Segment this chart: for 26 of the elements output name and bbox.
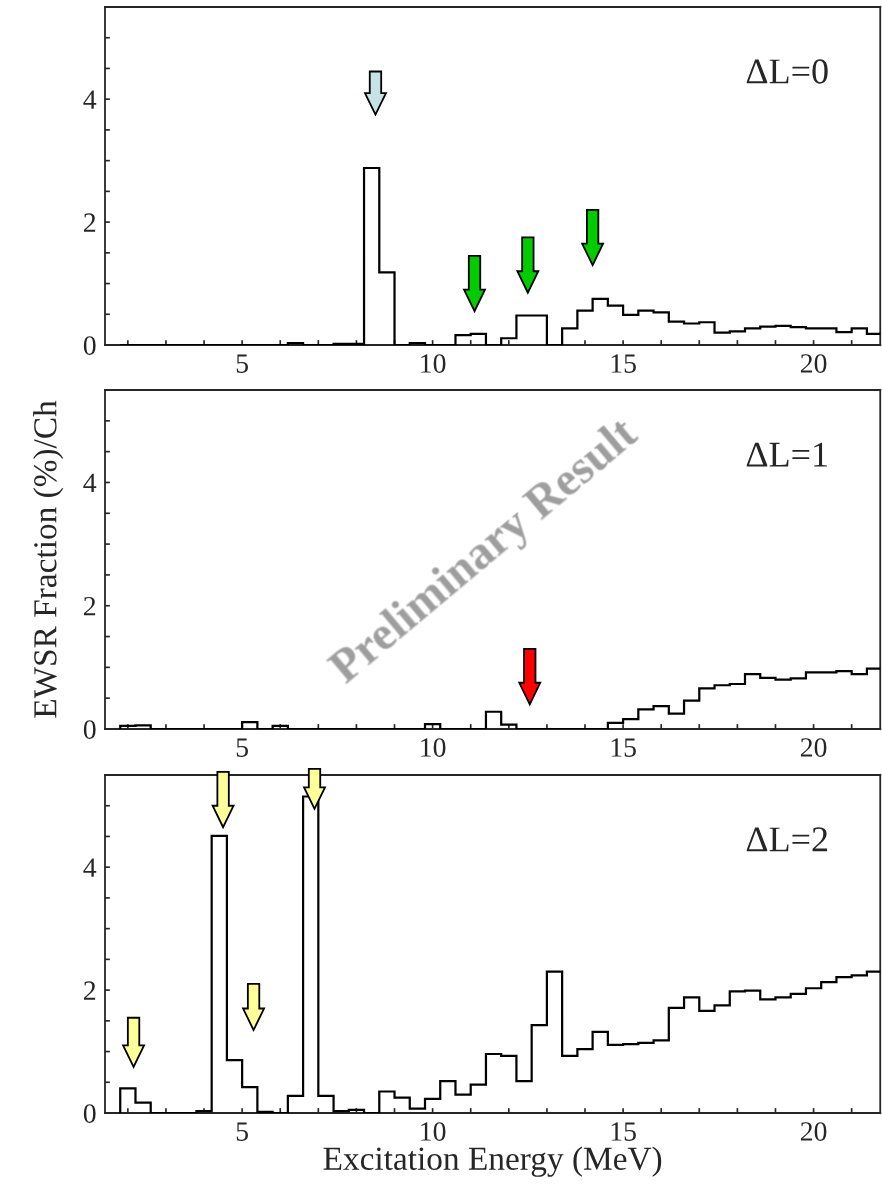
y-tick-label: 0 xyxy=(83,336,96,355)
annotation: ΔL=0 xyxy=(746,59,828,84)
x-axis-title: Excitation Energy (MeV) xyxy=(323,1146,662,1177)
x-tick-label: 5 xyxy=(236,354,248,373)
y-tick-label: 2 xyxy=(84,981,96,1000)
x-tick-label: 5 xyxy=(236,1122,248,1141)
y-tick-label: 4 xyxy=(83,473,97,493)
x-tick-label: 10 xyxy=(421,354,446,373)
y-tick-label: 4 xyxy=(83,90,97,109)
y-tick-label: 0 xyxy=(83,720,96,739)
annotation: ΔL=1 xyxy=(746,442,827,467)
x-tick-label: 10 xyxy=(421,1122,446,1141)
x-tick-label: 20 xyxy=(800,1122,827,1141)
x-tick-label: 20 xyxy=(800,354,827,373)
annotation: ΔL=2 xyxy=(746,827,828,852)
y-axis-title: EWSR Fraction (%)/Ch xyxy=(33,400,64,718)
y-tick-label: 2 xyxy=(84,596,96,616)
y-tick-label: 4 xyxy=(83,858,97,877)
x-tick-label: 15 xyxy=(611,1122,636,1141)
x-tick-label: 5 xyxy=(236,738,248,757)
y-tick-label: 0 xyxy=(83,1104,96,1123)
y-tick-label: 2 xyxy=(84,213,96,232)
x-tick-label: 15 xyxy=(611,354,636,373)
x-tick-label: 20 xyxy=(800,738,827,757)
x-tick-label: 10 xyxy=(421,738,446,757)
x-tick-label: 15 xyxy=(611,738,636,757)
